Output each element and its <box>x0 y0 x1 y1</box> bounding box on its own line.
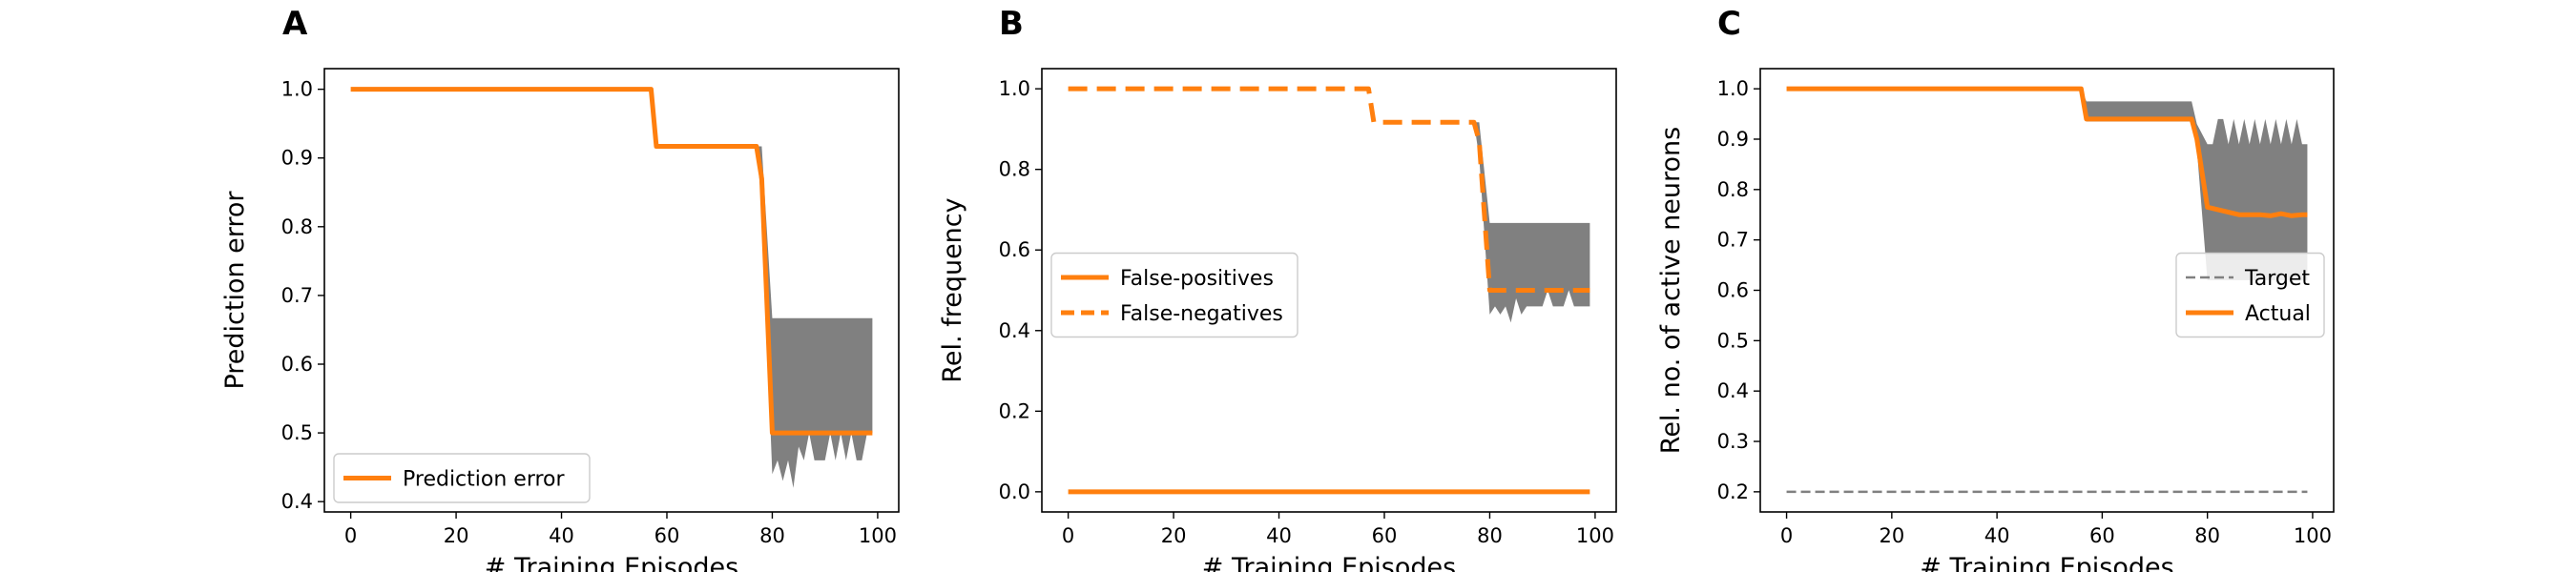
y-tick-label: 0.8 <box>281 215 313 238</box>
x-tick-label: 20 <box>1879 524 1904 547</box>
y-tick-label: 0.2 <box>999 399 1030 422</box>
x-tick-label: 40 <box>549 524 574 547</box>
x-tick-label: 40 <box>1984 524 2010 547</box>
x-tick-label: 60 <box>654 524 680 547</box>
legend-box <box>333 453 591 503</box>
y-tick-label: 0.6 <box>281 353 313 376</box>
legend: Target Actual <box>2175 252 2325 338</box>
x-tick-label: 60 <box>1372 524 1398 547</box>
y-tick-label: 0.5 <box>1717 329 1749 352</box>
y-tick-label: 0.6 <box>999 238 1030 261</box>
y-tick-label: 0.4 <box>1717 379 1749 402</box>
y-axis-label: Rel. no. of active neurons <box>1656 127 1686 454</box>
legend-label: False-positives <box>1120 267 1274 291</box>
x-tick-label: 20 <box>1161 524 1187 547</box>
x-tick-label: 100 <box>1576 524 1614 547</box>
legend-box <box>2175 252 2325 338</box>
x-axis-label: # Training Episodes <box>485 553 738 572</box>
y-tick-label: 0.4 <box>999 319 1030 342</box>
uncertainty-band <box>1473 122 1590 323</box>
x-axis-label: # Training Episodes <box>1920 553 2173 572</box>
uncertainty-band <box>756 146 873 488</box>
y-tick-label: 0.6 <box>1717 279 1749 302</box>
x-tick-label: 100 <box>2294 524 2332 547</box>
panel-a-chart: 0 20 40 60 80 100 0.4 0.5 0.6 0.7 0.8 0.9 1.0 # Train… <box>220 68 900 572</box>
y-tick-label: 1.0 <box>281 78 313 101</box>
panel-c-chart: 0 20 40 60 80 100 0.2 0.3 0.4 0.5 0.6 0.7 0.8 0.9 1.0 #… <box>1656 68 2335 572</box>
panel-letter-b: B <box>999 5 1024 43</box>
x-tick-label: 60 <box>2089 524 2115 547</box>
y-tick-label: 0.8 <box>1717 178 1749 201</box>
y-tick-label: 0.2 <box>1717 480 1749 503</box>
y-tick-label: 0.9 <box>281 147 313 170</box>
series-line-actual <box>1786 86 2308 218</box>
y-tick-label: 0.0 <box>999 480 1030 503</box>
legend-label: Target <box>2244 267 2310 291</box>
x-tick-label: 80 <box>759 524 785 547</box>
series-line-prediction-error <box>350 87 873 436</box>
x-tick-label: 20 <box>444 524 469 547</box>
x-tick-label: 0 <box>1062 524 1074 547</box>
legend-box <box>1050 252 1298 338</box>
legend-label: Actual <box>2245 302 2311 326</box>
legend-label: False-negatives <box>1120 302 1283 326</box>
y-tick-label: 0.7 <box>1717 229 1749 252</box>
x-tick-label: 0 <box>344 524 357 547</box>
x-tick-label: 100 <box>859 524 897 547</box>
panel-letter-c: C <box>1717 5 1741 43</box>
y-axis-label: Prediction error <box>220 191 250 390</box>
x-tick-label: 80 <box>1477 524 1503 547</box>
y-tick-label: 1.0 <box>999 77 1030 100</box>
y-tick-label: 0.7 <box>281 284 313 307</box>
y-axis-label: Rel. frequency <box>938 197 967 382</box>
x-tick-label: 0 <box>1780 524 1793 547</box>
axes-frame <box>1041 68 1617 513</box>
legend: Prediction error <box>333 453 591 503</box>
legend-label: Prediction error <box>403 468 565 492</box>
x-tick-label: 40 <box>1266 524 1292 547</box>
panel-b-chart: 0 20 40 60 80 100 0.0 0.2 0.4 0.6 0.8 1.0 # Training… <box>938 68 1617 572</box>
x-axis-label: # Training Episodes <box>1202 553 1456 572</box>
uncertainty-band <box>2081 89 2308 280</box>
x-tick-label: 80 <box>2194 524 2220 547</box>
series-line-false-negatives <box>1068 86 1590 293</box>
y-tick-label: 0.5 <box>281 421 313 444</box>
y-tick-label: 0.3 <box>1717 430 1749 453</box>
y-tick-label: 0.8 <box>999 158 1030 181</box>
y-tick-label: 0.9 <box>1717 128 1749 151</box>
y-tick-label: 0.4 <box>281 490 313 513</box>
panel-letter-a: A <box>282 5 308 43</box>
legend: False-positives False-negatives <box>1050 252 1298 338</box>
y-tick-label: 1.0 <box>1717 77 1749 100</box>
axes-frame <box>323 68 900 513</box>
